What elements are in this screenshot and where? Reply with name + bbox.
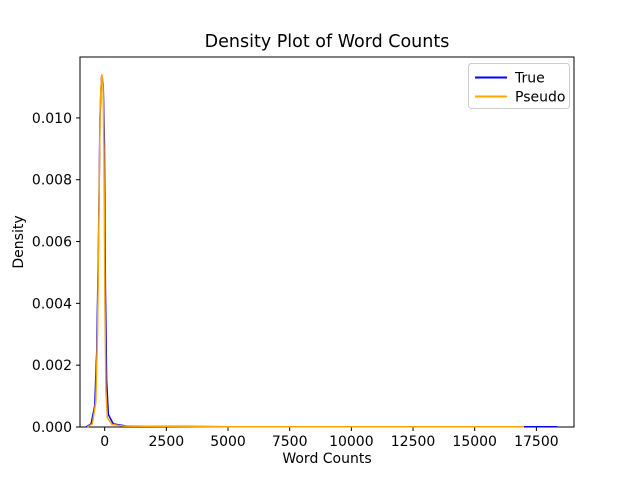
legend-label-true: True: [514, 71, 545, 87]
series-line-pseudo: [87, 73, 525, 428]
x-tick-label: 10000: [329, 434, 374, 450]
x-tick-label: 5000: [210, 434, 246, 450]
legend: True Pseudo: [468, 63, 570, 109]
y-tick-label: 0.006: [32, 235, 72, 251]
y-tick-label: 0.004: [32, 296, 72, 312]
x-tick-label: 12500: [391, 434, 436, 450]
x-axis-ticks: 0 2500 5000 7500 10000 12500 15000 17500: [100, 427, 559, 450]
legend-label-pseudo: Pseudo: [515, 90, 565, 106]
y-tick-label: 0.002: [32, 358, 72, 374]
x-tick-label: 7500: [272, 434, 308, 450]
y-axis-label: Density: [11, 215, 27, 268]
y-axis-ticks: 0.000 0.002 0.004 0.006 0.008 0.010: [32, 111, 80, 436]
y-tick-label: 0.010: [32, 111, 72, 127]
x-tick-label: 17500: [514, 434, 559, 450]
chart-title: Density Plot of Word Counts: [205, 32, 450, 52]
y-tick-label: 0.008: [32, 173, 72, 189]
x-tick-label: 15000: [452, 434, 497, 450]
y-tick-label: 0.000: [32, 420, 72, 436]
x-axis-label: Word Counts: [282, 451, 371, 467]
x-tick-label: 2500: [149, 434, 185, 450]
series-lines: [85, 73, 558, 428]
x-tick-label: 0: [100, 434, 109, 450]
